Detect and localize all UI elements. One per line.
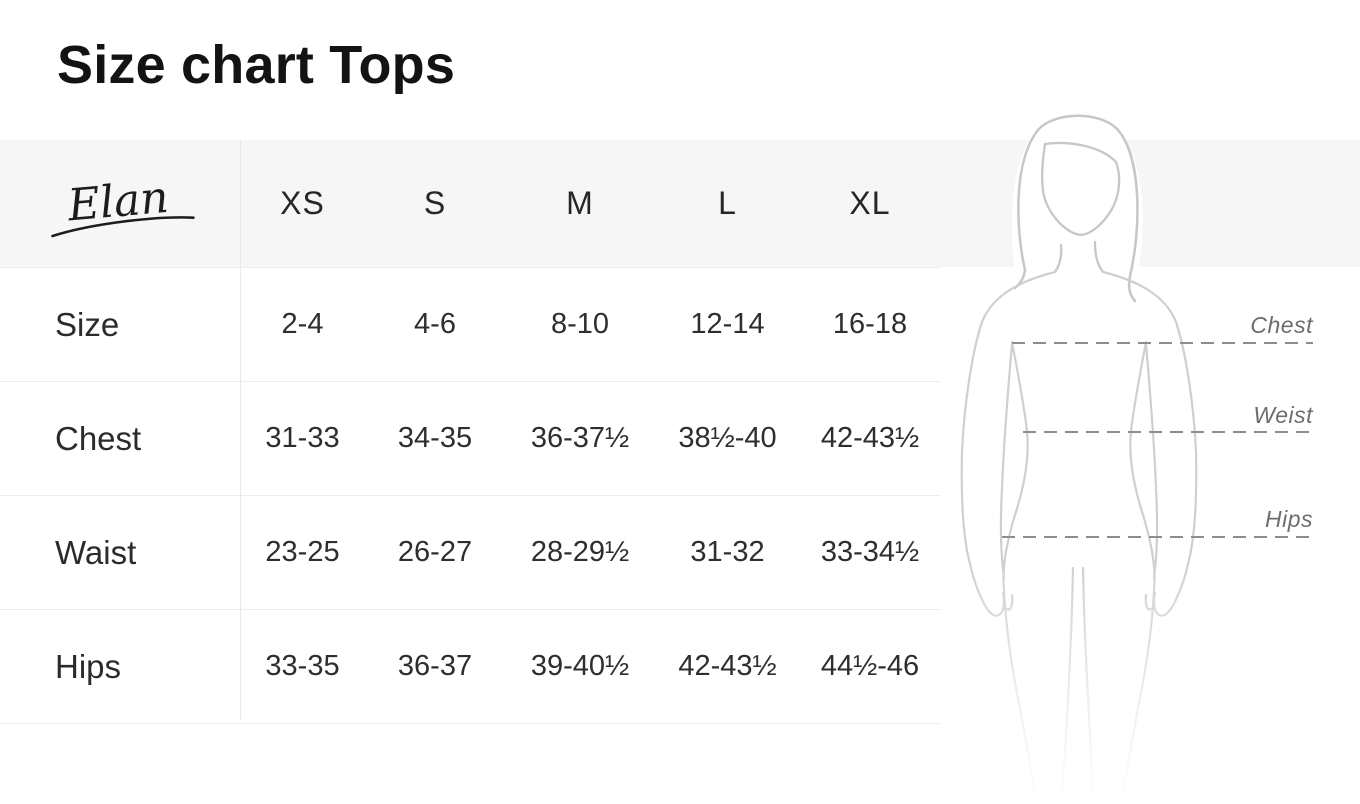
cell-hips-s: 36-37 <box>397 650 473 682</box>
table-column-divider <box>240 140 241 720</box>
cell-waist-xl: 33-34½ <box>820 536 920 568</box>
cell-hips-xs: 33-35 <box>265 650 340 682</box>
cell-waist-l: 31-32 <box>690 536 765 568</box>
cell-size-m: 8-10 <box>550 308 610 340</box>
page-title: Size chart Tops <box>57 35 456 95</box>
col-header-l: L <box>718 185 737 221</box>
col-header-m: M <box>566 185 594 221</box>
brand-logo-underline <box>51 215 195 237</box>
cell-size-s: 4-6 <box>414 308 456 340</box>
row-label-hips: Hips <box>55 647 122 685</box>
row-label-waist: Waist <box>55 533 137 571</box>
cell-waist-xs: 23-25 <box>265 536 340 568</box>
size-table: Elan XS S M L XL Size 2-4 4-6 8-10 12-14… <box>0 140 940 724</box>
row-label-size: Size <box>55 305 120 343</box>
cell-waist-m: 28-29½ <box>530 536 630 568</box>
col-header-xl: XL <box>849 185 891 221</box>
table-row-waist: Waist 23-25 26-27 28-29½ 31-32 33-34½ <box>0 495 940 609</box>
waist-measure-label: Weist <box>1253 402 1313 428</box>
cell-chest-xl: 42-43½ <box>820 422 920 454</box>
female-outline-figure <box>945 112 1360 804</box>
cell-chest-l: 38½-40 <box>678 422 777 454</box>
row-label-chest: Chest <box>55 419 142 457</box>
brand-logo-graphic: Elan <box>51 171 195 237</box>
chest-measure-label: Chest <box>1250 312 1313 338</box>
brand-logo: Elan <box>0 164 240 244</box>
cell-waist-s: 26-27 <box>397 536 473 568</box>
col-header-s: S <box>423 185 447 221</box>
cell-size-xl: 16-18 <box>832 308 908 340</box>
cell-hips-m: 39-40½ <box>530 650 630 682</box>
table-header-row: Elan XS S M L XL <box>0 140 940 267</box>
hips-measure-label: Hips <box>1264 506 1313 532</box>
cell-size-l: 12-14 <box>690 308 765 340</box>
table-row-hips: Hips 33-35 36-37 39-40½ 42-43½ 44½-46 <box>0 609 940 724</box>
body-illustration <box>945 100 1360 804</box>
measurement-dash-lines <box>1002 342 1313 538</box>
cell-hips-l: 42-43½ <box>678 650 777 682</box>
cell-chest-m: 36-37½ <box>530 422 630 454</box>
head-outline <box>1013 114 1139 303</box>
cell-hips-xl: 44½-46 <box>820 650 920 682</box>
cell-chest-s: 34-35 <box>397 422 473 454</box>
table-row-size: Size 2-4 4-6 8-10 12-14 16-18 <box>0 267 940 381</box>
cell-size-xs: 2-4 <box>281 308 324 340</box>
table-row-chest: Chest 31-33 34-35 36-37½ 38½-40 42-43½ <box>0 381 940 495</box>
col-header-xs: XS <box>280 185 325 221</box>
head-white-fill <box>1011 112 1143 311</box>
cell-chest-xs: 31-33 <box>265 422 340 454</box>
fade-overlay <box>945 560 1360 804</box>
